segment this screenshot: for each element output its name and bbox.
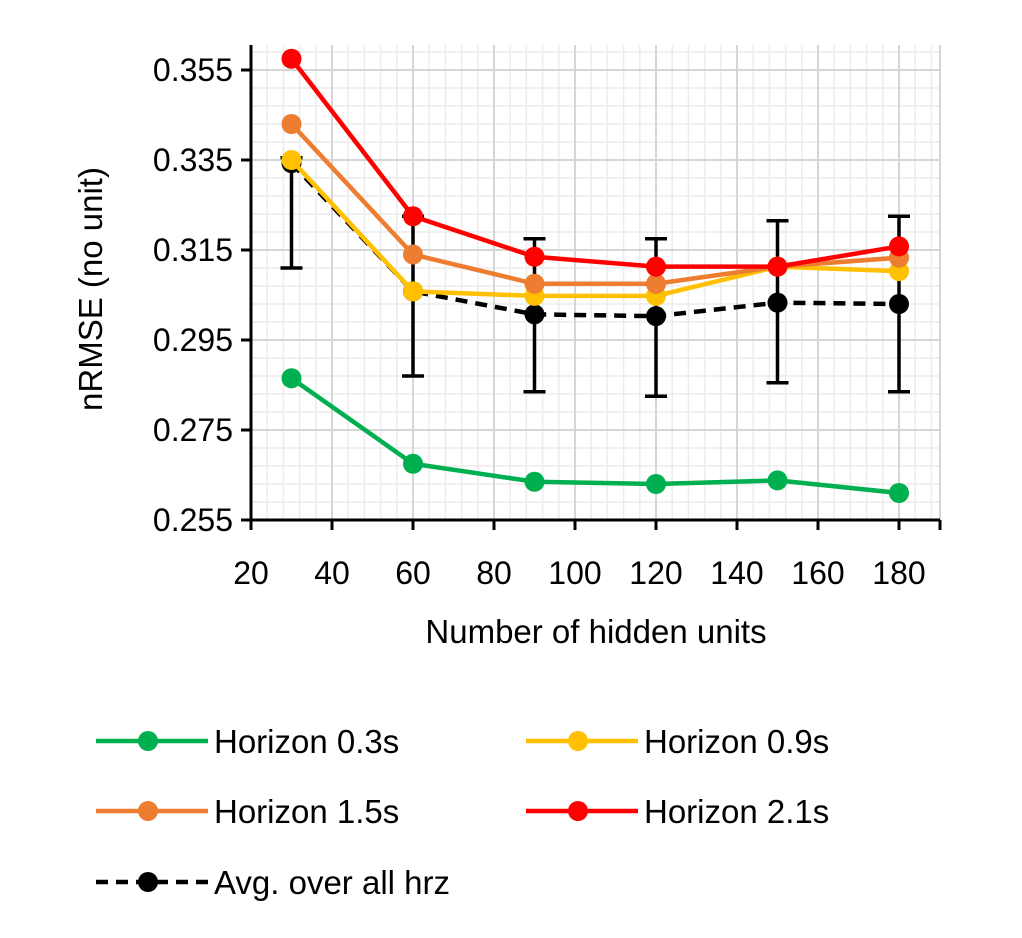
data-point-horizon-2-1s <box>646 256 666 277</box>
legend-label-horizon-2-1s: Horizon 2.1s <box>644 793 829 830</box>
x-tick-label: 140 <box>710 555 763 591</box>
series-group <box>281 48 909 503</box>
error-bars <box>280 156 910 398</box>
legend: Horizon 0.3s Horizon 0.9s Horizon 1.5s Hori… <box>96 723 829 901</box>
y-axis-label: nRMSE (no unit) <box>72 167 109 411</box>
x-tick-label: 40 <box>314 555 350 591</box>
legend-label-avg-over-all-hrz: Avg. over all hrz <box>214 864 450 901</box>
data-point-horizon-1-5s <box>403 244 423 265</box>
x-tick-label: 160 <box>791 555 844 591</box>
legend-label-horizon-0-3s: Horizon 0.3s <box>214 723 399 760</box>
data-point-horizon-0-9s <box>403 281 423 302</box>
y-tick-label: 0.295 <box>153 322 233 358</box>
data-point-horizon-2-1s <box>889 236 909 257</box>
data-point-horizon-1-5s <box>646 273 666 294</box>
x-tick-label: 60 <box>395 555 431 591</box>
data-point-horizon-0-3s <box>646 474 666 494</box>
legend-marker-horizon-0-9s <box>568 731 588 751</box>
data-point-horizon-2-1s <box>524 246 545 267</box>
y-tick-label: 0.315 <box>153 232 233 268</box>
data-point-horizon-1-5s <box>524 273 545 294</box>
data-point-avg-over-all-hrz <box>889 294 909 314</box>
x-tick-label: 20 <box>233 555 269 591</box>
legend-marker-horizon-1-5s <box>138 801 158 821</box>
data-point-horizon-1-5s <box>281 114 302 134</box>
data-point-horizon-0-3s <box>281 368 302 389</box>
x-tick-label: 100 <box>548 555 601 591</box>
legend-marker-horizon-0-3s <box>138 731 158 751</box>
legend-marker-avg-over-all-hrz <box>138 872 158 892</box>
x-tick-label: 120 <box>629 555 682 591</box>
series-line-avg-over-all-hrz <box>289 161 900 319</box>
data-point-horizon-0-3s <box>767 470 788 491</box>
legend-label-horizon-1-5s: Horizon 1.5s <box>214 793 399 830</box>
legend-marker-horizon-2-1s <box>568 801 588 821</box>
y-tick-label: 0.255 <box>153 502 233 538</box>
data-point-horizon-2-1s <box>403 206 423 227</box>
series-line-horizon-2-1s <box>289 57 900 269</box>
data-point-horizon-0-3s <box>524 471 545 492</box>
x-tick-label: 180 <box>872 555 925 591</box>
legend-label-horizon-0-9s: Horizon 0.9s <box>644 723 829 760</box>
data-point-horizon-2-1s <box>281 48 302 69</box>
axes <box>241 45 942 530</box>
tick-labels: 0.255 0.275 0.295 0.315 0.335 0.355 20 40 60 80 10… <box>153 52 926 591</box>
data-point-horizon-0-3s <box>403 453 423 474</box>
data-point-horizon-2-1s <box>767 256 788 277</box>
data-point-avg-over-all-hrz <box>646 306 666 327</box>
y-tick-label: 0.335 <box>153 142 233 178</box>
y-tick-label: 0.355 <box>153 52 233 88</box>
y-tick-label: 0.275 <box>153 412 233 448</box>
data-point-horizon-0-9s <box>281 150 302 170</box>
data-point-avg-over-all-hrz <box>524 304 545 325</box>
data-point-horizon-0-3s <box>889 483 909 503</box>
data-point-avg-over-all-hrz <box>767 292 788 313</box>
x-axis-label: Number of hidden units <box>425 613 766 650</box>
x-tick-label: 80 <box>476 555 512 591</box>
series-line-horizon-0-3s <box>290 376 900 496</box>
